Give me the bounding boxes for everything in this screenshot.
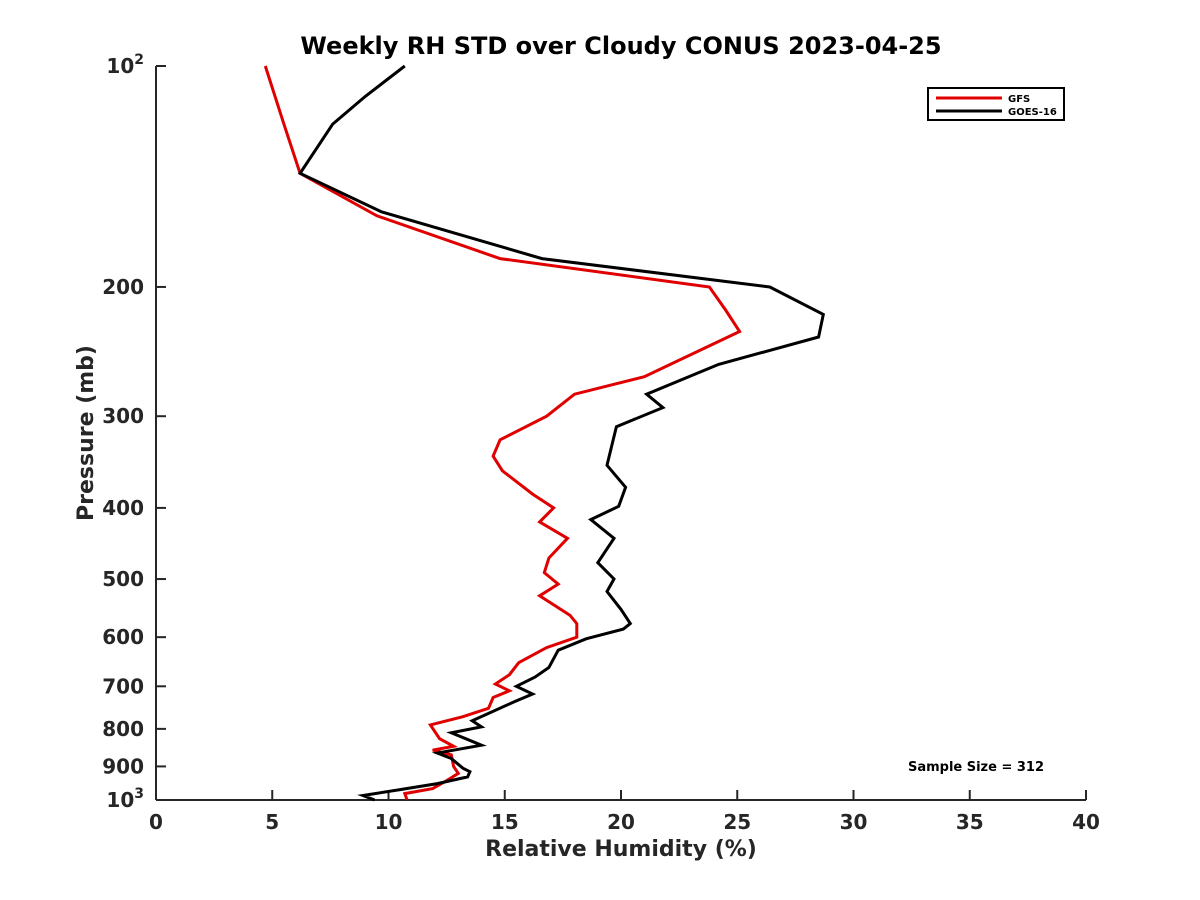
x-tick-label: 10 [375, 810, 403, 834]
x-tick-label: 30 [840, 810, 868, 834]
legend: GFS GOES-16 [927, 87, 1065, 121]
y-tick-label: 103 [106, 786, 144, 812]
y-axis-label: Pressure (mb) [74, 345, 99, 521]
y-tick-label: 400 [102, 496, 144, 520]
legend-box [927, 87, 1065, 121]
x-tick-label: 15 [491, 810, 519, 834]
x-axis-label: Relative Humidity (%) [485, 837, 757, 862]
series-line-goes-16 [297, 64, 826, 802]
y-tick-label: 200 [102, 275, 144, 299]
x-tick-label: 0 [149, 810, 163, 834]
y-tick-label: 600 [102, 625, 144, 649]
x-tick-label: 40 [1072, 810, 1100, 834]
chart-title: Weekly RH STD over Cloudy CONUS 2023-04-… [300, 32, 941, 60]
x-tick-label: 25 [723, 810, 751, 834]
x-tick-label: 35 [956, 810, 984, 834]
x-tick-label: 20 [607, 810, 635, 834]
series-line-gfs [263, 65, 742, 801]
legend-label-gfs: GFS [1008, 94, 1030, 105]
y-tick-label: 102 [106, 52, 144, 78]
legend-label-goes-16: GOES-16 [1008, 107, 1057, 118]
series [263, 64, 826, 802]
ticks: 0 5 10 15 20 25 30 35 40 102 200 300 400 500 600 700 800… [102, 52, 1100, 834]
axes [155, 66, 1086, 801]
y-tick-label: 800 [102, 717, 144, 741]
y-tick-label: 300 [102, 404, 144, 428]
y-tick-label: 900 [102, 754, 144, 778]
y-tick-label: 500 [102, 567, 144, 591]
sample-size-annotation: Sample Size = 312 [908, 760, 1044, 775]
y-tick-label: 700 [102, 674, 144, 698]
x-tick-label: 5 [265, 810, 279, 834]
